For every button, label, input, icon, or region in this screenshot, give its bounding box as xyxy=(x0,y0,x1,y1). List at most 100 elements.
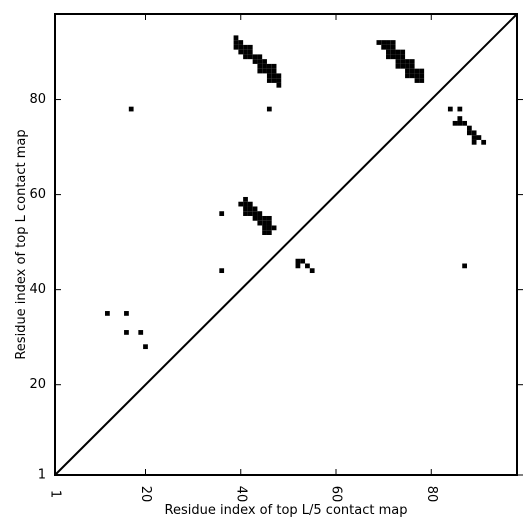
contact-cell-lower xyxy=(266,220,272,226)
contact-cell-lower xyxy=(447,106,453,112)
contact-cell-lower xyxy=(238,201,244,207)
contact-cell-upper xyxy=(266,68,272,74)
contact-cell-lower xyxy=(462,120,467,126)
contact-cell-upper xyxy=(238,40,244,45)
contact-cell-upper xyxy=(400,63,406,69)
contact-cell-upper xyxy=(243,54,248,60)
x-tick-label: 60 xyxy=(329,486,344,503)
contact-cell-upper xyxy=(247,54,253,60)
contact-cell-upper xyxy=(405,63,410,69)
contact-cell-lower xyxy=(252,215,258,221)
contact-cell-upper xyxy=(266,78,272,83)
contact-cell-lower xyxy=(243,211,248,216)
contact-cell-upper xyxy=(262,59,267,64)
contact-cell-lower xyxy=(243,206,248,212)
y-tick-label: 1 xyxy=(38,468,46,483)
contact-cell-lower xyxy=(462,263,467,269)
contact-cell-upper xyxy=(238,49,244,55)
contact-cell-upper xyxy=(233,40,239,45)
y-tick-label: 60 xyxy=(29,187,46,202)
contact-cell-upper xyxy=(257,54,263,60)
contact-cell-upper xyxy=(400,59,406,64)
contact-cell-upper xyxy=(409,68,415,74)
y-axis-ticks: 1 20 40 60 80 xyxy=(29,92,523,483)
x-axis-ticks: 1 20 40 60 80 xyxy=(48,14,439,502)
y-tick-label: 80 xyxy=(29,92,46,107)
contact-cell-upper xyxy=(276,73,282,79)
x-axis-label: Residue index of top L/5 contact map xyxy=(165,503,408,518)
contact-cell-upper xyxy=(247,49,253,55)
contact-cell-upper xyxy=(414,68,420,74)
plot-frame xyxy=(54,13,518,476)
contact-cell-lower xyxy=(266,215,272,221)
contact-cell-lower xyxy=(247,206,253,212)
contact-cell-lower xyxy=(247,201,253,207)
contact-cell-lower xyxy=(471,139,477,145)
contact-cell-lower xyxy=(124,311,129,316)
contact-cell-lower xyxy=(243,196,248,202)
contact-cell-upper xyxy=(405,73,410,79)
contact-cell-upper xyxy=(386,49,391,55)
contact-cell-lower xyxy=(466,125,472,131)
contact-cell-lower xyxy=(271,225,277,231)
contact-cell-upper xyxy=(409,63,415,69)
contact-cell-lower xyxy=(257,215,263,221)
contact-cell-upper xyxy=(257,59,263,64)
contact-cell-upper xyxy=(243,49,248,55)
contact-cell-upper xyxy=(271,68,277,74)
contact-cell-upper xyxy=(257,68,263,74)
contact-cell-lower xyxy=(266,106,272,112)
contact-cell-upper xyxy=(405,59,410,64)
contact-cell-upper xyxy=(233,44,239,50)
contact-cell-lower xyxy=(262,220,267,226)
contact-cell-lower xyxy=(257,220,263,226)
contact-cell-lower xyxy=(266,225,272,231)
contact-cell-lower xyxy=(457,106,463,112)
diagonal-line xyxy=(54,13,518,476)
contact-cell-lower xyxy=(143,344,148,350)
contact-cell-lower xyxy=(476,135,482,140)
contact-cell-upper xyxy=(252,59,258,64)
contact-cell-upper xyxy=(395,54,401,60)
contact-cell-upper xyxy=(405,68,410,74)
contact-cell-upper xyxy=(262,68,267,74)
contact-cell-upper xyxy=(243,44,248,50)
contact-cell-lower xyxy=(305,263,310,269)
contact-cell-upper xyxy=(271,63,277,69)
contact-cell-upper xyxy=(419,73,425,79)
contact-cell-lower xyxy=(252,206,258,212)
contact-cell-upper xyxy=(238,44,244,50)
contact-cell-lower xyxy=(457,120,463,126)
contact-cell-upper xyxy=(400,49,406,55)
contact-cell-upper xyxy=(381,40,387,45)
contact-cell-lower xyxy=(219,211,225,216)
contact-cell-lower xyxy=(219,268,225,274)
y-tick-label: 20 xyxy=(29,377,46,392)
contact-cell-lower xyxy=(128,106,134,112)
contact-cell-lower xyxy=(138,330,144,335)
contact-cell-upper xyxy=(414,73,420,79)
contact-cell-upper xyxy=(395,49,401,55)
x-tick-label: 20 xyxy=(138,486,153,503)
contact-cell-lower xyxy=(243,201,248,207)
x-tick-label: 1 xyxy=(48,490,63,498)
contact-cell-lower xyxy=(471,135,477,140)
contact-cell-upper xyxy=(252,54,258,60)
contact-cell-lower xyxy=(471,130,477,136)
contact-cell-upper xyxy=(381,44,387,50)
contact-cell-lower xyxy=(481,139,487,145)
contact-cell-upper xyxy=(386,40,391,45)
contact-cell-upper xyxy=(266,73,272,79)
contact-cell-upper xyxy=(247,44,253,50)
x-tick-label: 80 xyxy=(424,486,439,503)
contact-cell-lower xyxy=(262,215,267,221)
contact-cell-lower xyxy=(295,258,301,264)
contact-cell-upper xyxy=(271,73,277,79)
y-tick-label: 40 xyxy=(29,282,46,297)
contact-cell-upper xyxy=(409,59,415,64)
contact-cell-upper xyxy=(409,73,415,79)
contact-cell-upper xyxy=(276,78,282,83)
contact-cell-upper xyxy=(266,63,272,69)
contact-cell-upper xyxy=(376,40,382,45)
